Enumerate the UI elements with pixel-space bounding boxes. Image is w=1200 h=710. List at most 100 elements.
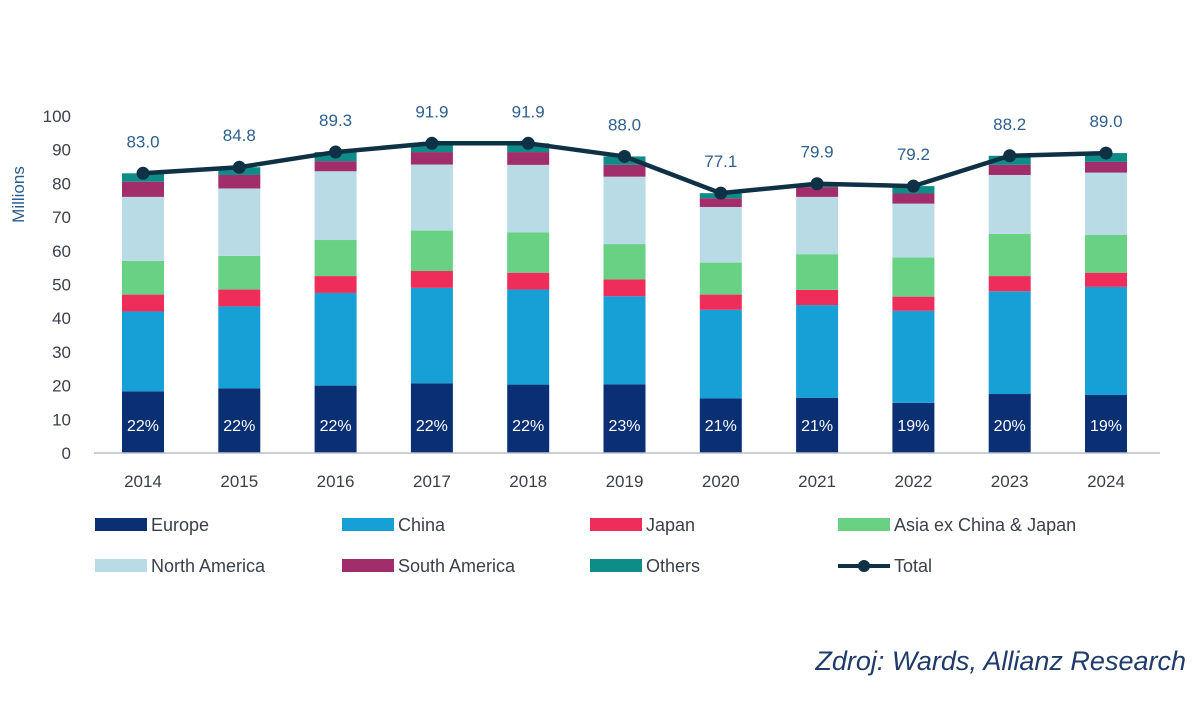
europe-share-label: 19% [897,418,929,435]
europe-share-label: 19% [1090,418,1122,435]
europe-share-label: 21% [801,418,833,435]
bar-segment-europe [1085,395,1127,453]
bar-segment-asia-ex-china-japan [796,254,839,290]
y-tick-label: 70 [52,208,71,227]
total-point [810,177,824,191]
bar-segment-south-america [314,161,357,172]
x-tick-label: 2018 [509,472,547,491]
x-tick-label: 2015 [220,472,258,491]
bars: 22% 22% 22% 22% 22% 23% 21% 21% 19% 20% 19% [122,143,1127,453]
total-value-label: 77.1 [704,152,737,171]
bar-segment-south-america [603,164,646,177]
bar-segment-japan [988,276,1031,292]
bar-segment-europe [892,402,935,453]
bar-segment-north-america [892,203,935,258]
total-value-label: 79.9 [801,143,834,162]
legend-item-japan: Japan [590,515,695,535]
y-tick-label: 80 [52,174,71,193]
legend-label: Asia ex China & Japan [894,515,1076,535]
legend-label: Europe [151,515,209,535]
y-tick-label: 10 [52,410,71,429]
bar-segment-asia-ex-china-japan [1085,234,1127,273]
total-value-label: 88.0 [608,115,641,134]
europe-share-label: 23% [608,418,640,435]
bar-segment-north-america [988,174,1031,234]
source-caption: Zdroj: Wards, Allianz Research [815,646,1186,676]
y-axis-label: Millions [9,166,28,223]
bar-segment-china [988,291,1031,395]
bar-segment-asia-ex-china-japan [988,233,1031,277]
bar-stack-2014: 22% [122,173,164,453]
europe-share-label: 22% [223,418,255,435]
legend-item-total: Total [838,556,932,576]
europe-share-label: 22% [320,418,352,435]
total-value-label: 84.8 [223,126,256,145]
x-tick-label: 2024 [1087,472,1125,491]
legend: Europe China Japan Asia ex China & Japan Nor… [95,515,1076,576]
bar-segment-south-america [796,187,839,197]
bar-segment-china [796,305,839,398]
legend-swatch [838,518,890,531]
europe-share-label: 22% [512,418,544,435]
total-point [232,160,246,174]
bar-segment-europe [699,398,742,453]
total-value-label: 83.0 [126,132,159,151]
legend-swatch [342,559,394,572]
bar-segment-china [603,296,646,385]
legend-label: North America [151,556,266,576]
bar-segment-south-america [122,181,164,197]
legend-swatch [590,518,642,531]
y-tick-label: 20 [52,377,71,396]
bar-segment-south-america [507,152,550,165]
x-tick-label: 2023 [991,472,1029,491]
bar-segment-japan [699,294,742,310]
bar-stack-2017: 22% [410,143,453,453]
bar-segment-japan [1085,272,1127,287]
bar-stack-2018: 22% [507,143,550,453]
bar-segment-china [507,289,550,385]
bar-segment-asia-ex-china-japan [218,255,261,290]
bar-segment-north-america [122,196,164,261]
bar-segment-asia-ex-china-japan [122,260,164,295]
total-point [714,186,728,200]
legend-item-asia-ex-china-japan: Asia ex China & Japan [838,515,1076,535]
bar-stack-2015: 22% [218,167,261,453]
bar-segment-japan [122,294,164,312]
total-line-group: 83.0 84.8 89.3 91.9 91.9 88.0 77.1 79.9 79.2 88.2… [126,102,1123,200]
total-point [329,145,343,159]
bar-segment-south-america [892,193,935,204]
y-tick-label: 100 [43,107,71,126]
x-tick-label: 2019 [606,472,644,491]
y-tick-label: 0 [62,444,71,463]
bar-segment-japan [314,276,357,293]
total-point [1099,146,1113,160]
bar-segment-north-america [796,196,839,255]
total-point [1003,149,1017,163]
bar-segment-china [699,309,742,399]
bar-segment-china [410,287,453,384]
bar-segment-north-america [1085,172,1127,235]
europe-share-label: 21% [705,418,737,435]
total-value-label: 89.0 [1089,112,1122,131]
bar-segment-north-america [410,164,453,231]
bar-segment-south-america [699,198,742,207]
bar-segment-south-america [410,152,453,165]
bar-segment-north-america [314,171,357,241]
total-value-label: 91.9 [512,102,545,121]
legend-item-south-america: South America [342,556,516,576]
x-tick-label: 2014 [124,472,162,491]
total-point [906,179,920,193]
legend-label: Japan [646,515,695,535]
bar-stack-2022: 19% [892,186,935,453]
bar-segment-asia-ex-china-japan [699,262,742,295]
total-value-label: 89.3 [319,111,352,130]
bar-segment-china [122,311,164,392]
y-tick-label: 30 [52,343,71,362]
x-axis: 2014 2015 2016 2017 2018 2019 2020 2021 2022 2023… [94,452,1160,491]
europe-share-label: 20% [994,418,1026,435]
bar-stack-2016: 22% [314,152,357,453]
y-tick-label: 60 [52,242,71,261]
bar-segment-asia-ex-china-japan [507,232,550,273]
bar-segment-asia-ex-china-japan [410,230,453,272]
